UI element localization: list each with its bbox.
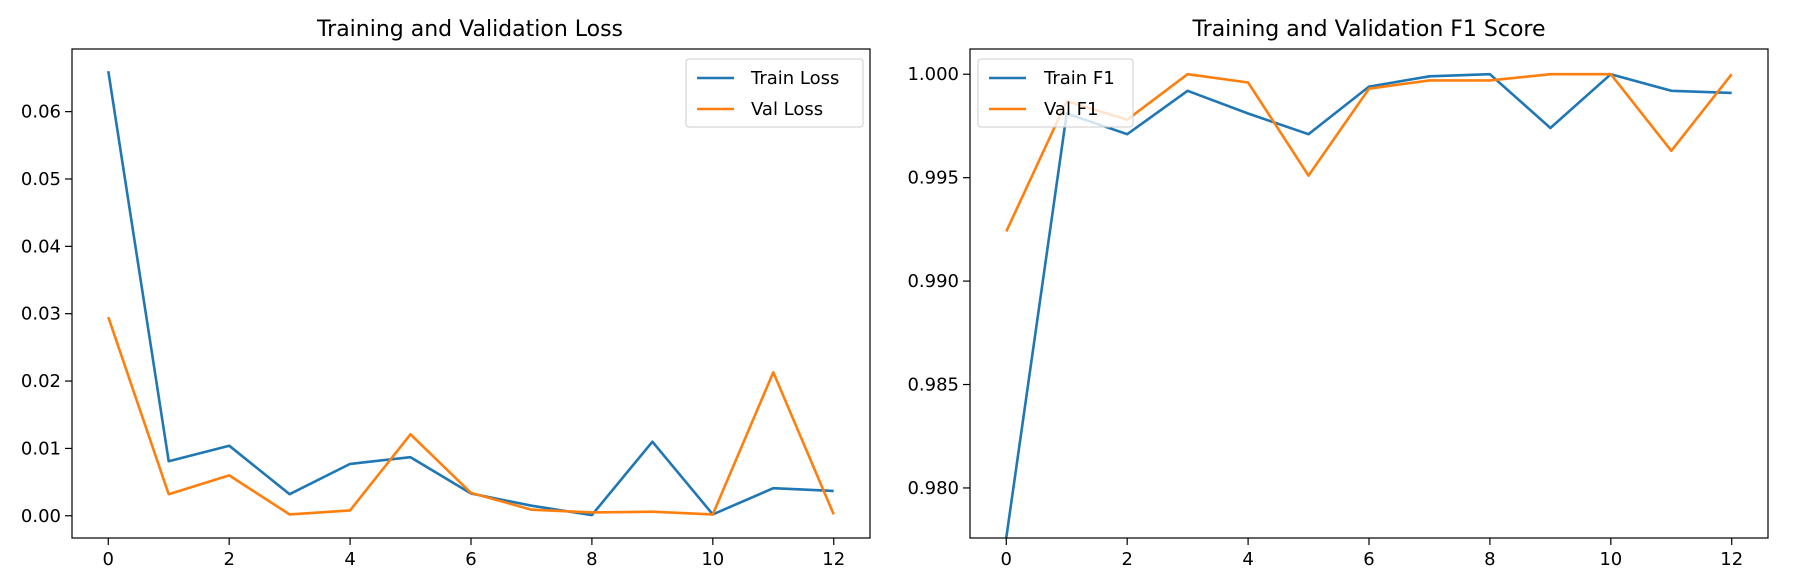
f1-series-lines [1005,72,1733,538]
f1-x-tick-label: 10 [1599,549,1622,570]
loss-x-tick-label: 8 [586,549,597,570]
loss-x-tick-label: 0 [103,549,114,570]
loss-plot-frame [71,48,871,539]
f1-x-tick-label: 2 [1121,549,1132,570]
loss-x-tick-label: 10 [701,549,724,570]
f1-chart-title: Training and Validation F1 Score [1191,17,1545,42]
f1-plot-frame [969,48,1769,539]
loss-y-tick-label: 0.05 [21,169,61,190]
loss-chart-title: Training and Validation Loss [316,17,623,42]
f1-x-tick-label: 8 [1484,549,1495,570]
f1-x-axis: 0 2 4 6 8 10 12 [1001,538,1743,570]
loss-x-axis: 0 2 4 6 8 10 12 [103,538,845,570]
loss-y-tick-label: 0.06 [21,102,61,123]
f1-y-tick-label: 0.990 [907,271,959,292]
loss-y-tick-label: 0.03 [21,304,61,325]
loss-series-line-val [107,316,835,516]
f1-x-tick-label: 6 [1363,549,1374,570]
f1-legend-label-train: Train F1 [1043,68,1115,89]
f1-x-tick-label: 12 [1720,549,1743,570]
loss-legend: Train Loss Val Loss [685,58,864,128]
loss-x-tick-label: 12 [822,549,845,570]
f1-x-tick-label: 0 [1001,549,1012,570]
loss-x-tick-label: 4 [344,549,355,570]
loss-y-tick-label: 0.00 [21,506,61,527]
f1-y-tick-label: 0.985 [907,375,959,396]
loss-series-lines [107,71,835,517]
f1-legend: Train F1 Val F1 [977,58,1134,128]
loss-legend-label-val: Val Loss [751,99,823,120]
loss-y-tick-label: 0.02 [21,371,61,392]
loss-x-tick-label: 6 [465,549,476,570]
loss-y-tick-label: 0.04 [21,236,61,257]
f1-legend-label-val: Val F1 [1044,99,1098,120]
f1-x-tick-label: 4 [1242,549,1253,570]
loss-y-axis: 0.00 0.01 0.02 0.03 0.04 0.05 0.06 [21,102,72,527]
f1-y-tick-label: 1.000 [907,64,959,85]
loss-series-line-train [107,71,834,517]
f1-y-axis: 0.980 0.985 0.990 0.995 1.000 [907,64,970,499]
f1-series-line-train [1005,72,1732,538]
f1-chart: Training and Validation F1 Score 0 2 4 6 8 10… [907,17,1769,570]
loss-legend-label-train: Train Loss [750,68,839,89]
loss-chart: Training and Validation Loss 0 2 4 6 8 10 12 0… [21,17,871,570]
loss-x-tick-label: 2 [223,549,234,570]
f1-y-tick-label: 0.980 [907,478,959,499]
loss-y-tick-label: 0.01 [21,438,61,459]
f1-y-tick-label: 0.995 [907,168,959,189]
